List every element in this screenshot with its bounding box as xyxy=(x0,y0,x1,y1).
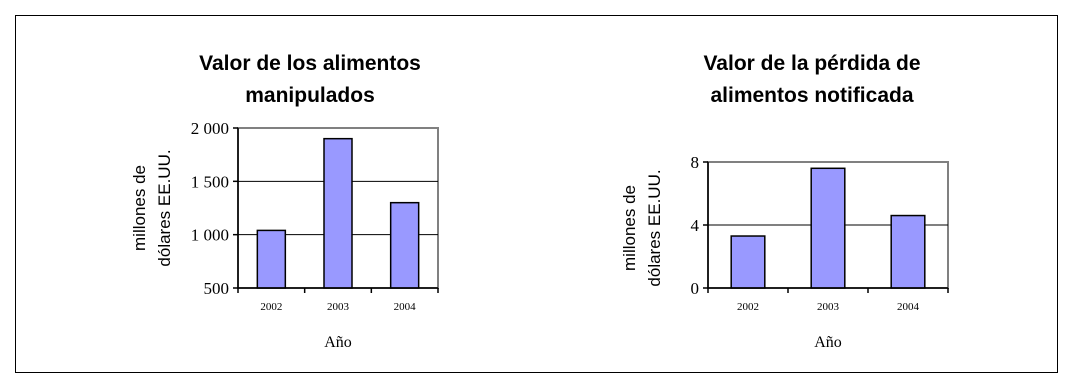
chart2-title-line: Valor de la pérdida de xyxy=(703,52,920,75)
chart1-title-line: manipulados xyxy=(245,84,375,107)
chart2-y-tick-label: 0 xyxy=(691,279,700,298)
chart1-y-tick-label: 500 xyxy=(204,279,230,298)
chart2-x-tick-label: 2004 xyxy=(897,301,920,313)
chart2-bar xyxy=(810,167,846,289)
chart2-x-tick-label: 2002 xyxy=(737,301,759,313)
chart2-bar xyxy=(890,214,926,289)
chart2-y-tick-label: 8 xyxy=(691,153,700,172)
chart1-y-tick-label: 1 500 xyxy=(191,172,229,191)
chart1-bar xyxy=(323,137,353,289)
chart1-x-tick-label: 2002 xyxy=(260,301,282,313)
chart2-x-tick-label: 2003 xyxy=(817,301,840,313)
chart1-y-axis-label: dólares EE.UU. xyxy=(155,149,174,266)
chart1-bar xyxy=(389,201,420,289)
chart2-y-axis-label: millones de xyxy=(620,185,639,271)
chart-frame xyxy=(15,15,1058,373)
chart1-bar xyxy=(256,229,287,289)
chart1-x-tick-label: 2003 xyxy=(327,301,350,313)
chart1-y-tick-label: 1 000 xyxy=(191,226,229,245)
chart1-title-line: Valor de los alimentos xyxy=(199,52,421,75)
chart1-x-tick-label: 2004 xyxy=(394,301,417,313)
chart2-bar xyxy=(730,235,766,289)
chart1-y-axis-label: millones de xyxy=(130,165,149,251)
chart2-x-axis-label: Año xyxy=(814,334,842,351)
chart2-y-axis-label: dólares EE.UU. xyxy=(645,169,664,286)
chart1-x-axis-label: Año xyxy=(324,334,352,351)
chart2-y-tick-label: 4 xyxy=(691,216,700,235)
chart1-y-tick-label: 2 000 xyxy=(191,119,229,138)
chart2-title-line: alimentos notificada xyxy=(710,84,913,107)
